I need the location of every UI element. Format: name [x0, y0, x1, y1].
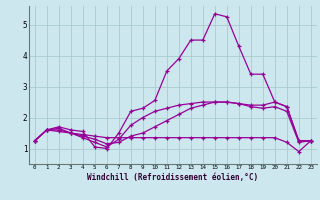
X-axis label: Windchill (Refroidissement éolien,°C): Windchill (Refroidissement éolien,°C) [87, 173, 258, 182]
